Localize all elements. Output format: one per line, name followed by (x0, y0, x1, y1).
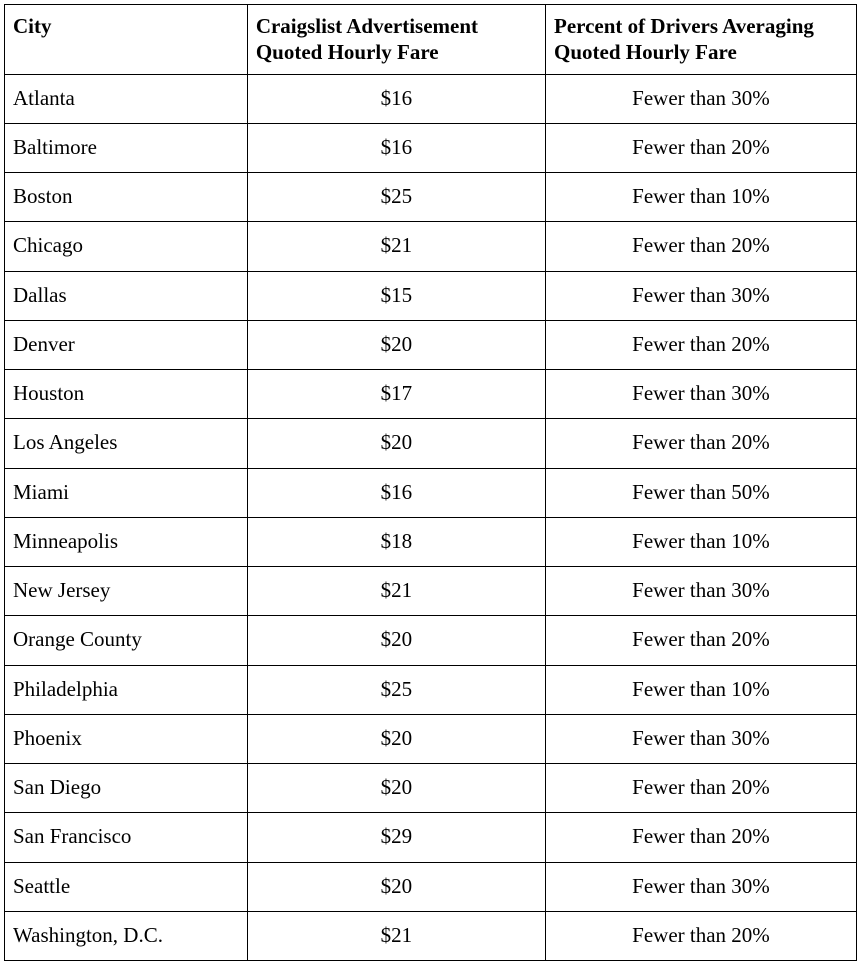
cell-city: Houston (5, 370, 248, 419)
cell-city: San Francisco (5, 813, 248, 862)
cell-fare: $25 (247, 173, 545, 222)
table-body: Atlanta$16Fewer than 30%Baltimore$16Fewe… (5, 74, 857, 961)
cell-percent: Fewer than 30% (546, 74, 857, 123)
cell-percent: Fewer than 20% (546, 123, 857, 172)
table-head: City Craigslist Advertisement Quoted Hou… (5, 5, 857, 75)
table-row: Miami$16Fewer than 50% (5, 468, 857, 517)
cell-percent: Fewer than 20% (546, 419, 857, 468)
table-row: Chicago$21Fewer than 20% (5, 222, 857, 271)
cell-fare: $20 (247, 616, 545, 665)
cell-fare: $16 (247, 74, 545, 123)
table-row: San Diego$20Fewer than 20% (5, 764, 857, 813)
cell-percent: Fewer than 20% (546, 222, 857, 271)
cell-fare: $29 (247, 813, 545, 862)
cell-city: Los Angeles (5, 419, 248, 468)
cell-percent: Fewer than 30% (546, 862, 857, 911)
cell-fare: $25 (247, 665, 545, 714)
table-row: Dallas$15Fewer than 30% (5, 271, 857, 320)
table-row: Baltimore$16Fewer than 20% (5, 123, 857, 172)
table-row: New Jersey$21Fewer than 30% (5, 567, 857, 616)
cell-percent: Fewer than 10% (546, 665, 857, 714)
table-row: Houston$17Fewer than 30% (5, 370, 857, 419)
cell-percent: Fewer than 30% (546, 271, 857, 320)
cell-percent: Fewer than 30% (546, 714, 857, 763)
cell-city: Baltimore (5, 123, 248, 172)
table-row: Minneapolis$18Fewer than 10% (5, 517, 857, 566)
table-header-row: City Craigslist Advertisement Quoted Hou… (5, 5, 857, 75)
table-row: Seattle$20Fewer than 30% (5, 862, 857, 911)
cell-fare: $16 (247, 468, 545, 517)
cell-fare: $18 (247, 517, 545, 566)
cell-percent: Fewer than 20% (546, 911, 857, 960)
table-row: Orange County$20Fewer than 20% (5, 616, 857, 665)
cell-city: Phoenix (5, 714, 248, 763)
cell-fare: $21 (247, 911, 545, 960)
table-row: Philadelphia$25Fewer than 10% (5, 665, 857, 714)
table-row: San Francisco$29Fewer than 20% (5, 813, 857, 862)
cell-fare: $15 (247, 271, 545, 320)
cell-city: New Jersey (5, 567, 248, 616)
cell-fare: $16 (247, 123, 545, 172)
cell-percent: Fewer than 20% (546, 320, 857, 369)
cell-city: San Diego (5, 764, 248, 813)
cell-fare: $21 (247, 567, 545, 616)
cell-city: Miami (5, 468, 248, 517)
cell-city: Dallas (5, 271, 248, 320)
cell-percent: Fewer than 30% (546, 567, 857, 616)
cell-fare: $17 (247, 370, 545, 419)
table-row: Atlanta$16Fewer than 30% (5, 74, 857, 123)
cell-city: Minneapolis (5, 517, 248, 566)
cell-percent: Fewer than 10% (546, 517, 857, 566)
cell-percent: Fewer than 20% (546, 764, 857, 813)
table-row: Boston$25Fewer than 10% (5, 173, 857, 222)
cell-percent: Fewer than 30% (546, 370, 857, 419)
cell-fare: $21 (247, 222, 545, 271)
table-row: Los Angeles$20Fewer than 20% (5, 419, 857, 468)
cell-fare: $20 (247, 320, 545, 369)
cell-city: Boston (5, 173, 248, 222)
cell-fare: $20 (247, 419, 545, 468)
cell-city: Washington, D.C. (5, 911, 248, 960)
cell-city: Denver (5, 320, 248, 369)
fare-table: City Craigslist Advertisement Quoted Hou… (4, 4, 857, 961)
table-row: Phoenix$20Fewer than 30% (5, 714, 857, 763)
cell-percent: Fewer than 20% (546, 813, 857, 862)
cell-city: Chicago (5, 222, 248, 271)
cell-city: Orange County (5, 616, 248, 665)
cell-fare: $20 (247, 862, 545, 911)
cell-fare: $20 (247, 764, 545, 813)
col-header-percent: Percent of Drivers Averaging Quoted Hour… (546, 5, 857, 75)
cell-city: Atlanta (5, 74, 248, 123)
cell-percent: Fewer than 20% (546, 616, 857, 665)
table-row: Denver$20Fewer than 20% (5, 320, 857, 369)
cell-fare: $20 (247, 714, 545, 763)
cell-city: Seattle (5, 862, 248, 911)
cell-percent: Fewer than 10% (546, 173, 857, 222)
col-header-fare: Craigslist Advertisement Quoted Hourly F… (247, 5, 545, 75)
cell-percent: Fewer than 50% (546, 468, 857, 517)
table-row: Washington, D.C.$21Fewer than 20% (5, 911, 857, 960)
cell-city: Philadelphia (5, 665, 248, 714)
col-header-city: City (5, 5, 248, 75)
